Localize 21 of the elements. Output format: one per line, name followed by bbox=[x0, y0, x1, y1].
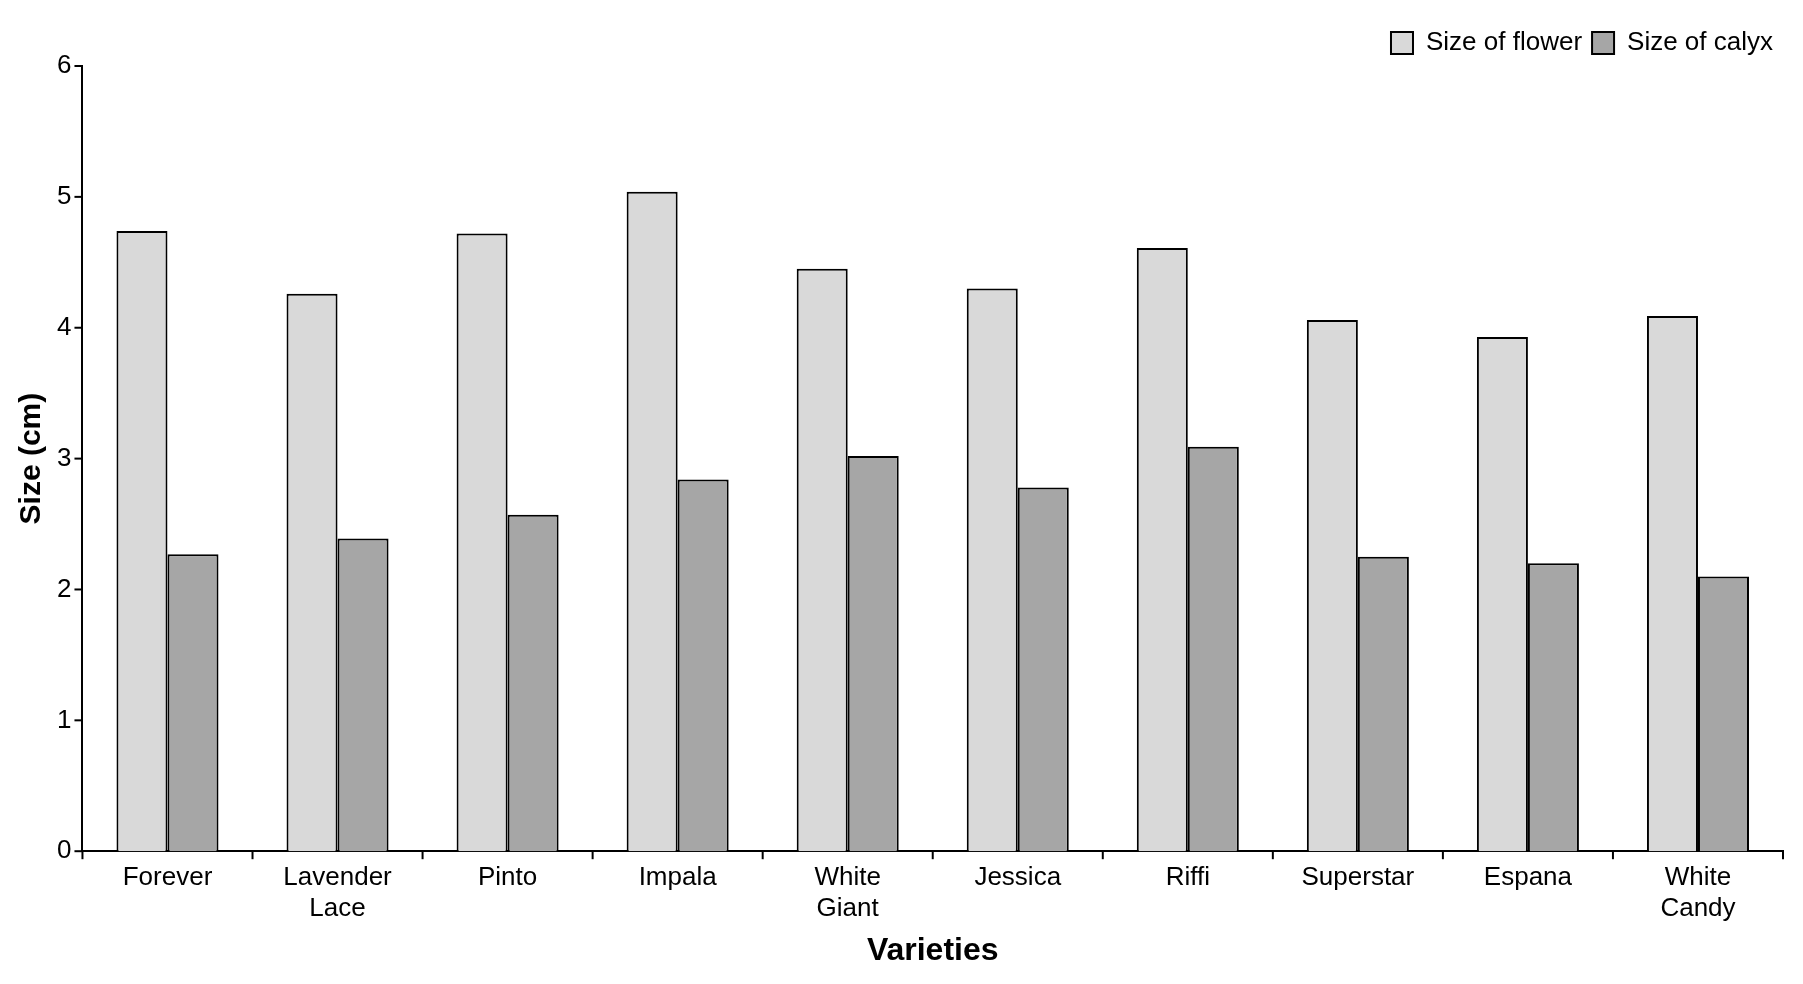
x-tick-label: Riffi bbox=[1165, 860, 1210, 891]
y-tick-label: 3 bbox=[56, 441, 72, 472]
x-tick-label: White Candy bbox=[1660, 860, 1736, 923]
x-tick-label: White Giant bbox=[814, 860, 881, 923]
x-axis-title: Varieties bbox=[866, 930, 999, 967]
y-tick-label: 0 bbox=[56, 834, 72, 865]
x-tick-label: Jessica bbox=[974, 860, 1062, 891]
x-tick-label: Superstar bbox=[1301, 860, 1415, 891]
x-tick-label: Impala bbox=[638, 860, 718, 891]
y-tick-label: 2 bbox=[56, 572, 72, 603]
x-tick-label: Forever bbox=[122, 860, 213, 891]
y-axis-title: Size (cm) bbox=[13, 392, 47, 525]
x-tick-label: Espana bbox=[1483, 860, 1573, 891]
y-tick-label: 1 bbox=[56, 703, 72, 734]
y-tick-label: 4 bbox=[56, 310, 72, 341]
y-tick-label: 6 bbox=[56, 49, 72, 80]
x-tick-label: Lavender Lace bbox=[283, 860, 393, 923]
x-tick-label: Pinto bbox=[477, 860, 538, 891]
y-tick-label: 5 bbox=[56, 180, 72, 211]
legend-label: Size of calyx bbox=[1627, 26, 1774, 57]
legend-label: Size of flower bbox=[1425, 26, 1583, 57]
